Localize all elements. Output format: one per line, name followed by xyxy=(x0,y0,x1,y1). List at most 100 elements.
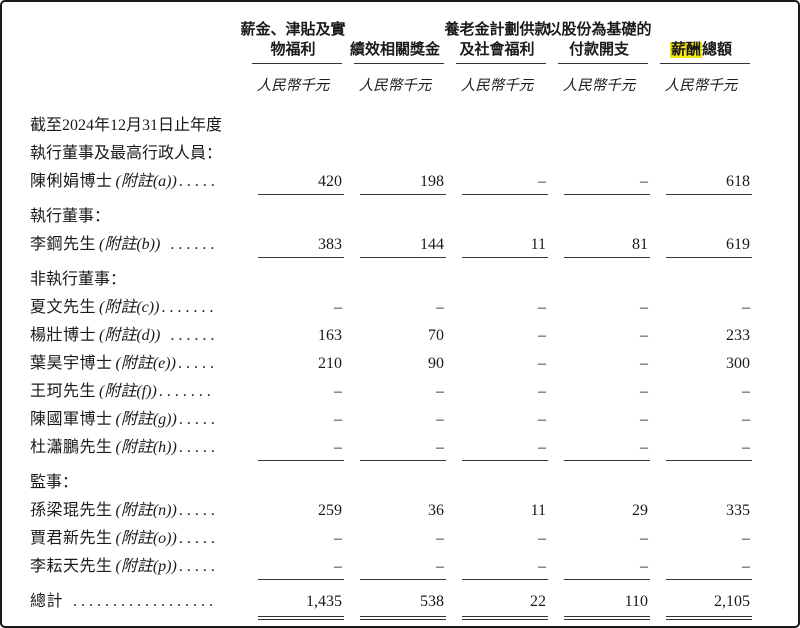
value-cell: – xyxy=(548,380,650,404)
table-body: 截至2024年12月31日止年度 執行董事及最高行政人員： 陳俐娟博士 (附註(a))… xyxy=(30,112,798,620)
value: 2,105 xyxy=(666,590,752,620)
value-cell: – xyxy=(548,170,650,195)
table-row: 楊壯博士 (附註(d)) ...... 163 70 – – 233 xyxy=(30,322,798,350)
value: 233 xyxy=(726,327,750,344)
value: – xyxy=(360,555,446,580)
value-cell: – xyxy=(548,324,650,348)
value: – xyxy=(538,530,546,547)
row-note: (附註(o)) xyxy=(115,530,177,547)
row-name: 陳國軍博士 xyxy=(30,411,113,428)
value-cell: 259 xyxy=(242,499,344,523)
value: – xyxy=(462,170,548,195)
table-row: 李鋼先生 (附註(b)) ...... 383 144 11 81 619 xyxy=(30,231,798,259)
value: – xyxy=(258,555,344,580)
leader-dots: ..... xyxy=(178,439,219,456)
value: – xyxy=(258,436,344,461)
value-cell: – xyxy=(242,527,344,551)
row-note: (附註(g)) xyxy=(115,411,177,428)
leader-dots: ...... xyxy=(162,236,219,253)
value: 1,435 xyxy=(258,590,344,620)
value-cell: 70 xyxy=(344,324,446,348)
value-cell: 110 xyxy=(548,590,650,620)
value-cell: 619 xyxy=(650,233,752,258)
value: 81 xyxy=(564,233,650,258)
row-label: 葉昊宇博士 (附註(e))..... xyxy=(30,350,242,378)
value: – xyxy=(640,383,648,400)
row-name: 葉昊宇博士 xyxy=(30,355,113,372)
highlight-salary-term: 薪酬 xyxy=(669,42,702,58)
row-label: 李鋼先生 (附註(b)) ...... xyxy=(30,231,242,259)
row-label: 孫梁琨先生 (附註(n))..... xyxy=(30,497,242,525)
value-cell: 420 xyxy=(242,170,344,195)
section-row: 截至2024年12月31日止年度 xyxy=(30,112,798,140)
row-label: 非執行董事： xyxy=(30,271,127,288)
row-label: 李耘天先生 (附註(p))..... xyxy=(30,553,242,581)
table-row: 李耘天先生 (附註(p))..... – – – – – xyxy=(30,553,798,581)
value-cell: – xyxy=(242,408,344,432)
leader-dots: ..... xyxy=(178,411,219,428)
row-name: 王珂先生 xyxy=(30,383,97,400)
row-name: 楊壯博士 xyxy=(30,327,97,344)
leader-dots: ..... xyxy=(178,502,219,519)
value-cell: – xyxy=(242,296,344,320)
value-cell: – xyxy=(548,527,650,551)
column-header-lines: 薪金、津貼及實 物福利 xyxy=(240,18,345,60)
value: – xyxy=(334,411,342,428)
header-underline xyxy=(660,63,750,64)
row-note: (附註(e)) xyxy=(115,355,176,372)
column-header-line: 以股份為基礎的 xyxy=(546,22,652,38)
column-header-line: 付款開支 xyxy=(568,42,629,58)
row-name: 李鋼先生 xyxy=(30,236,97,253)
row-note: (附註(h)) xyxy=(115,439,177,456)
unit-label: 人民幣千元 xyxy=(256,78,330,94)
value: 300 xyxy=(726,355,750,372)
value: – xyxy=(640,299,648,316)
row-label: 執行董事及最高行政人員： xyxy=(30,145,223,162)
row-name: 陳俐娟博士 xyxy=(30,173,113,190)
value: – xyxy=(538,327,546,344)
unit-label: 人民幣千元 xyxy=(460,78,534,94)
table-row: 王珂先生 (附註(f))....... – – – – – xyxy=(30,378,798,406)
value: 335 xyxy=(726,502,750,519)
value: – xyxy=(640,355,648,372)
row-note: (附註(n)) xyxy=(115,502,177,519)
column-header-line: 養老金計劃供款 xyxy=(444,22,550,38)
value-cell: 233 xyxy=(650,324,752,348)
value: 259 xyxy=(318,502,342,519)
value: 11 xyxy=(530,502,546,519)
column-header: 薪酬總額 人民幣千元 xyxy=(650,18,752,95)
value-cell: – xyxy=(446,296,548,320)
value: – xyxy=(640,411,648,428)
value: – xyxy=(462,555,548,580)
value-cell: – xyxy=(446,324,548,348)
row-note: (附註(f)) xyxy=(99,383,157,400)
row-label: 王珂先生 (附註(f))....... xyxy=(30,378,242,406)
value-cell: – xyxy=(242,380,344,404)
value: – xyxy=(538,299,546,316)
table-row: 夏文先生 (附註(c))....... – – – – – xyxy=(30,294,798,322)
column-header-line: 績效相關獎金 xyxy=(349,42,440,58)
value-cell: – xyxy=(548,408,650,432)
value: – xyxy=(436,383,444,400)
value: – xyxy=(360,436,446,461)
value-cell: 144 xyxy=(344,233,446,258)
total-row: 總計 .................. 1,435 538 22 110 2,105 xyxy=(30,588,798,620)
column-header: 績效相關獎金 人民幣千元 xyxy=(344,18,446,95)
column-header-lines: 薪酬總額 xyxy=(650,18,752,60)
value-cell: – xyxy=(344,408,446,432)
unit-label: 人民幣千元 xyxy=(562,78,636,94)
row-note: (附註(c)) xyxy=(99,299,160,316)
row-label: 總計 .................. xyxy=(30,588,242,616)
row-label: 楊壯博士 (附註(d)) ...... xyxy=(30,322,242,350)
column-header-line: 薪酬總額 xyxy=(636,40,766,60)
value-cell: 29 xyxy=(548,499,650,523)
value: – xyxy=(462,436,548,461)
value-cell: 198 xyxy=(344,170,446,195)
value: 22 xyxy=(462,590,548,620)
row-note: (附註(d)) xyxy=(99,327,161,344)
value-cell: – xyxy=(650,408,752,432)
section-row: 執行董事及最高行政人員： xyxy=(30,140,798,168)
value-cell: 22 xyxy=(446,590,548,620)
value-cell: – xyxy=(446,527,548,551)
